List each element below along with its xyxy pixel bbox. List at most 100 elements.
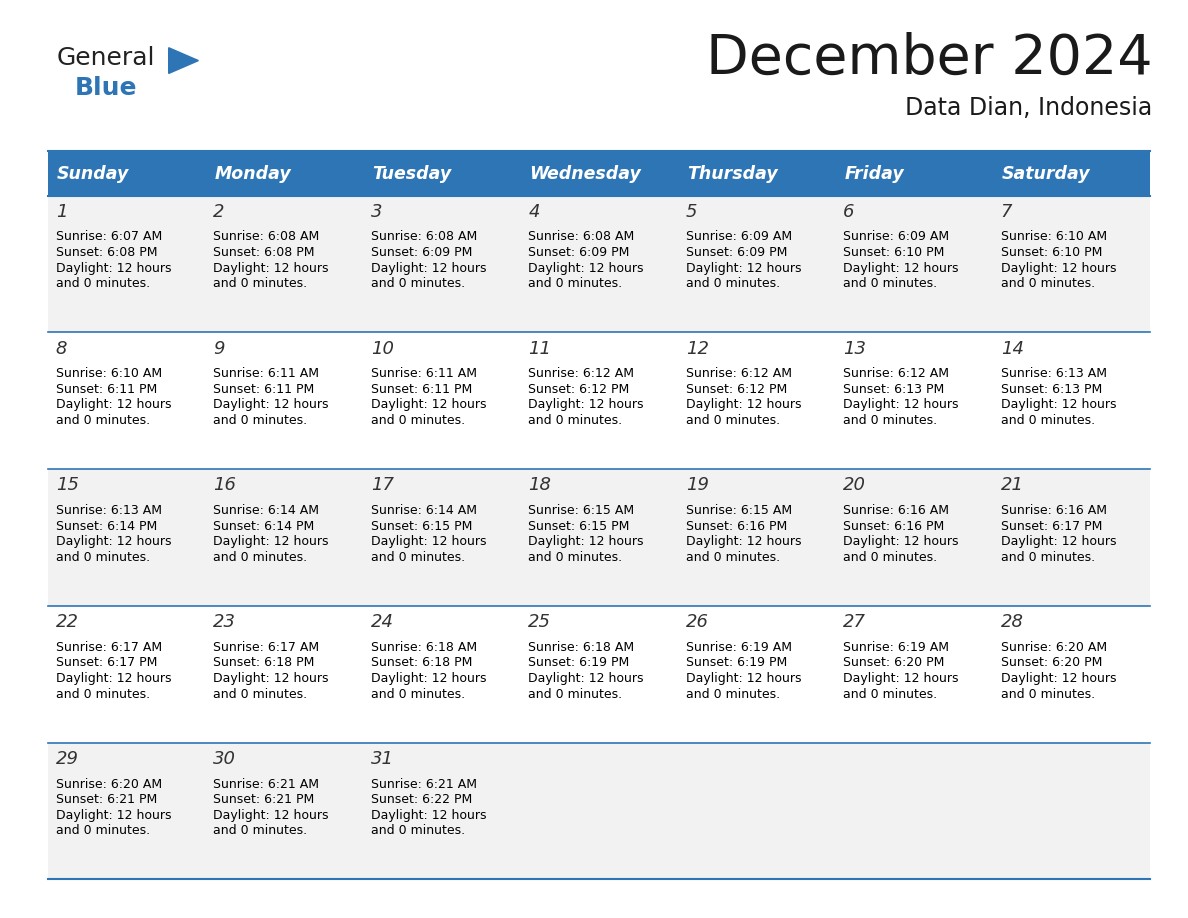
Text: 22: 22 <box>56 613 78 632</box>
Text: Sunset: 6:13 PM: Sunset: 6:13 PM <box>1000 383 1102 396</box>
Text: 17: 17 <box>371 476 394 495</box>
Text: Sunrise: 6:21 AM: Sunrise: 6:21 AM <box>214 778 320 790</box>
Polygon shape <box>169 48 198 73</box>
Text: and 0 minutes.: and 0 minutes. <box>371 414 465 427</box>
Text: 26: 26 <box>685 613 709 632</box>
Text: Daylight: 12 hours: Daylight: 12 hours <box>214 398 329 411</box>
Text: Data Dian, Indonesia: Data Dian, Indonesia <box>905 96 1152 120</box>
Text: and 0 minutes.: and 0 minutes. <box>56 277 150 290</box>
Text: Sunrise: 6:19 AM: Sunrise: 6:19 AM <box>685 641 792 654</box>
Text: and 0 minutes.: and 0 minutes. <box>685 551 781 564</box>
Text: Sunrise: 6:14 AM: Sunrise: 6:14 AM <box>214 504 320 517</box>
Text: Daylight: 12 hours: Daylight: 12 hours <box>56 535 171 548</box>
Text: Sunrise: 6:12 AM: Sunrise: 6:12 AM <box>843 367 949 380</box>
Text: Sunrise: 6:14 AM: Sunrise: 6:14 AM <box>371 504 476 517</box>
Text: and 0 minutes.: and 0 minutes. <box>843 551 937 564</box>
Text: Sunrise: 6:08 AM: Sunrise: 6:08 AM <box>371 230 478 243</box>
Text: Daylight: 12 hours: Daylight: 12 hours <box>371 672 486 685</box>
Text: Sunrise: 6:15 AM: Sunrise: 6:15 AM <box>685 504 792 517</box>
Text: Sunrise: 6:10 AM: Sunrise: 6:10 AM <box>1000 230 1107 243</box>
Text: Daylight: 12 hours: Daylight: 12 hours <box>685 535 802 548</box>
Text: Sunrise: 6:12 AM: Sunrise: 6:12 AM <box>529 367 634 380</box>
Text: and 0 minutes.: and 0 minutes. <box>214 824 308 837</box>
Text: Sunrise: 6:11 AM: Sunrise: 6:11 AM <box>214 367 320 380</box>
Text: 16: 16 <box>214 476 236 495</box>
Text: Sunrise: 6:17 AM: Sunrise: 6:17 AM <box>56 641 162 654</box>
Text: Daylight: 12 hours: Daylight: 12 hours <box>529 535 644 548</box>
Text: Sunrise: 6:12 AM: Sunrise: 6:12 AM <box>685 367 792 380</box>
Text: Sunset: 6:11 PM: Sunset: 6:11 PM <box>56 383 157 396</box>
Text: Sunset: 6:20 PM: Sunset: 6:20 PM <box>1000 656 1102 669</box>
Text: 31: 31 <box>371 750 394 768</box>
Text: Sunrise: 6:08 AM: Sunrise: 6:08 AM <box>529 230 634 243</box>
Text: and 0 minutes.: and 0 minutes. <box>371 824 465 837</box>
Text: December 2024: December 2024 <box>706 32 1152 86</box>
Bar <box>992 151 1150 196</box>
Text: and 0 minutes.: and 0 minutes. <box>529 277 623 290</box>
Text: Sunset: 6:09 PM: Sunset: 6:09 PM <box>685 246 788 259</box>
Text: Sunrise: 6:16 AM: Sunrise: 6:16 AM <box>843 504 949 517</box>
Text: Wednesday: Wednesday <box>530 164 642 183</box>
Text: Daylight: 12 hours: Daylight: 12 hours <box>1000 262 1117 274</box>
Text: Daylight: 12 hours: Daylight: 12 hours <box>56 262 171 274</box>
Text: and 0 minutes.: and 0 minutes. <box>843 688 937 700</box>
Text: 18: 18 <box>529 476 551 495</box>
Text: Sunset: 6:14 PM: Sunset: 6:14 PM <box>214 520 315 532</box>
Text: Sunset: 6:16 PM: Sunset: 6:16 PM <box>843 520 944 532</box>
Text: and 0 minutes.: and 0 minutes. <box>214 688 308 700</box>
Text: 1: 1 <box>56 203 68 221</box>
Bar <box>362 151 520 196</box>
Text: 5: 5 <box>685 203 697 221</box>
Bar <box>48 743 1150 879</box>
Text: Daylight: 12 hours: Daylight: 12 hours <box>843 262 959 274</box>
Text: Sunset: 6:11 PM: Sunset: 6:11 PM <box>371 383 472 396</box>
Text: 11: 11 <box>529 340 551 358</box>
Text: and 0 minutes.: and 0 minutes. <box>529 414 623 427</box>
Text: 20: 20 <box>843 476 866 495</box>
Text: Sunset: 6:19 PM: Sunset: 6:19 PM <box>685 656 788 669</box>
Bar <box>206 151 362 196</box>
Text: Sunset: 6:09 PM: Sunset: 6:09 PM <box>371 246 472 259</box>
Text: Blue: Blue <box>75 76 138 100</box>
Text: and 0 minutes.: and 0 minutes. <box>843 277 937 290</box>
Text: and 0 minutes.: and 0 minutes. <box>1000 551 1095 564</box>
Text: 15: 15 <box>56 476 78 495</box>
Text: Daylight: 12 hours: Daylight: 12 hours <box>56 809 171 822</box>
Text: Saturday: Saturday <box>1001 164 1091 183</box>
Text: 4: 4 <box>529 203 539 221</box>
Text: and 0 minutes.: and 0 minutes. <box>685 414 781 427</box>
Text: Daylight: 12 hours: Daylight: 12 hours <box>214 809 329 822</box>
Text: 12: 12 <box>685 340 709 358</box>
Text: Daylight: 12 hours: Daylight: 12 hours <box>685 672 802 685</box>
Text: Daylight: 12 hours: Daylight: 12 hours <box>56 672 171 685</box>
Text: and 0 minutes.: and 0 minutes. <box>214 277 308 290</box>
Text: and 0 minutes.: and 0 minutes. <box>56 824 150 837</box>
Text: Sunset: 6:21 PM: Sunset: 6:21 PM <box>214 793 315 806</box>
Text: and 0 minutes.: and 0 minutes. <box>214 551 308 564</box>
Text: Daylight: 12 hours: Daylight: 12 hours <box>371 535 486 548</box>
Text: Sunset: 6:18 PM: Sunset: 6:18 PM <box>371 656 472 669</box>
Text: and 0 minutes.: and 0 minutes. <box>529 688 623 700</box>
Text: 24: 24 <box>371 613 394 632</box>
Text: Daylight: 12 hours: Daylight: 12 hours <box>685 398 802 411</box>
Bar <box>48 151 206 196</box>
Text: Sunset: 6:19 PM: Sunset: 6:19 PM <box>529 656 630 669</box>
Text: Thursday: Thursday <box>687 164 778 183</box>
Text: 14: 14 <box>1000 340 1024 358</box>
Text: 29: 29 <box>56 750 78 768</box>
Bar <box>48 606 1150 743</box>
Text: Sunset: 6:15 PM: Sunset: 6:15 PM <box>529 520 630 532</box>
Text: Sunrise: 6:08 AM: Sunrise: 6:08 AM <box>214 230 320 243</box>
Text: 25: 25 <box>529 613 551 632</box>
Text: 9: 9 <box>214 340 225 358</box>
Text: and 0 minutes.: and 0 minutes. <box>685 688 781 700</box>
Text: Sunset: 6:17 PM: Sunset: 6:17 PM <box>1000 520 1102 532</box>
Text: Daylight: 12 hours: Daylight: 12 hours <box>214 672 329 685</box>
Text: 6: 6 <box>843 203 855 221</box>
Text: Sunrise: 6:07 AM: Sunrise: 6:07 AM <box>56 230 162 243</box>
Text: Sunset: 6:08 PM: Sunset: 6:08 PM <box>214 246 315 259</box>
Text: Daylight: 12 hours: Daylight: 12 hours <box>214 262 329 274</box>
Text: Sunset: 6:15 PM: Sunset: 6:15 PM <box>371 520 472 532</box>
Text: and 0 minutes.: and 0 minutes. <box>529 551 623 564</box>
Text: Sunset: 6:09 PM: Sunset: 6:09 PM <box>529 246 630 259</box>
